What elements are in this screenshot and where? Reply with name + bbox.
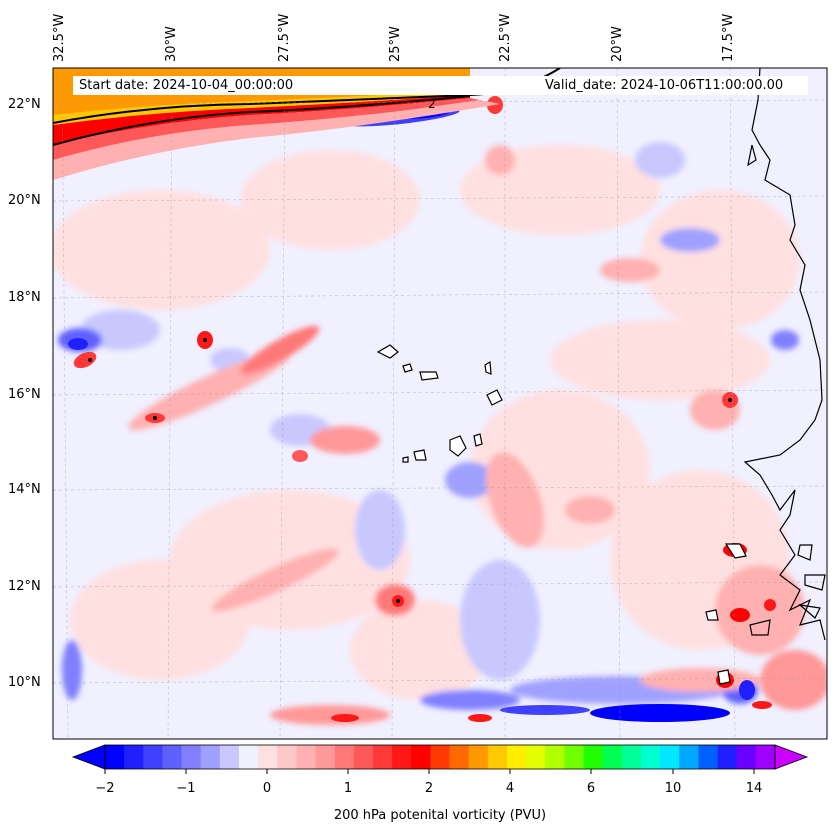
colorbar-segment [487, 745, 508, 769]
colorbar-segment [641, 745, 661, 769]
colorbar-segment [411, 745, 431, 769]
colorbar-segment [564, 745, 585, 769]
colorbar-segment [200, 745, 221, 769]
colorbar-right-arrow [774, 744, 809, 770]
colorbar-tick-label: 14 [745, 781, 763, 796]
colorbar-segment [315, 745, 336, 769]
colorbar-segment [468, 745, 489, 769]
lon-label-25w: 25°W [388, 26, 403, 62]
coastline [743, 68, 826, 641]
colorbar-tick-label: 4 [505, 781, 515, 796]
colorbar-segment [105, 745, 125, 769]
colorbar-segment [258, 745, 278, 769]
colorbar-segment [373, 745, 393, 769]
colorbar-segment [124, 745, 144, 769]
colorbar-segment [755, 745, 776, 769]
colorbar-tick-label: 6 [586, 781, 596, 796]
colorbar-segment [353, 745, 374, 769]
colorbar-segment [239, 745, 259, 769]
colorbar-ticks [104, 769, 755, 774]
colorbar-segment [717, 745, 738, 769]
colorbar-segment [143, 745, 163, 769]
colorbar-segment [296, 745, 317, 769]
colorbar-segment [449, 745, 470, 769]
colorbar-segment [219, 745, 240, 769]
colorbar-segment [277, 745, 297, 769]
colorbar [71, 744, 809, 774]
colorbar-segment [698, 745, 719, 769]
map-panel: 2 [53, 68, 827, 739]
contour-label: 2 [428, 97, 436, 111]
cape-verde-islands [376, 344, 747, 685]
colorbar-segment [660, 745, 680, 769]
colorbar-tick-label: 1 [343, 781, 353, 796]
vorticity-fields [53, 142, 827, 725]
colorbar-tick-label: 10 [664, 781, 682, 796]
colorbar-tick-label: −2 [95, 781, 115, 796]
colorbar-segment [334, 745, 355, 769]
lon-label-30w: 30°W [164, 26, 179, 62]
colorbar-segment [545, 745, 565, 769]
lon-label-20w: 20°W [610, 26, 625, 62]
colorbar-segment [621, 745, 642, 769]
colorbar-tick-label: 2 [424, 781, 434, 796]
colorbar-tick-label: −1 [176, 781, 196, 796]
lat-label-14n: 14°N [8, 482, 41, 497]
vorticity-cores [73, 96, 776, 722]
colorbar-segments [105, 745, 776, 769]
lat-label-10n: 10°N [8, 675, 41, 690]
lat-label-18n: 18°N [8, 290, 41, 305]
colorbar-left-arrow [71, 744, 106, 770]
lon-label-32-5w: 32.5°W [52, 13, 67, 62]
colorbar-segment [181, 745, 202, 769]
colorbar-segment [736, 745, 757, 769]
colorbar-title: 200 hPa potenital vorticity (PVU) [333, 808, 547, 823]
lat-label-16n: 16°N [8, 387, 41, 402]
colorbar-outline [104, 744, 776, 770]
lon-label-27-5w: 27.5°W [277, 13, 292, 62]
colorbar-segment [526, 745, 546, 769]
colorbar-segment [583, 745, 604, 769]
lon-label-22-5w: 22.5°W [498, 13, 513, 62]
colorbar-segment [507, 745, 527, 769]
colorbar-segment [430, 745, 451, 769]
lat-label-22n: 22°N [8, 97, 41, 112]
lon-label-17-5w: 17.5°W [721, 13, 736, 62]
lat-label-20n: 20°N [8, 193, 41, 208]
colorbar-segment [679, 745, 699, 769]
colorbar-segment [392, 745, 412, 769]
colorbar-segment [602, 745, 623, 769]
valid-date-label: Valid_date: 2024-10-06T11:00:00.00 [539, 77, 790, 94]
colorbar-tick-label: 0 [262, 781, 272, 796]
start-date-label: Start date: 2024-10-04_00:00:00 [73, 77, 300, 94]
map-frame [52, 67, 828, 740]
colorbar-segment [162, 745, 183, 769]
lat-label-12n: 12°N [8, 579, 41, 594]
graticule [53, 68, 827, 739]
